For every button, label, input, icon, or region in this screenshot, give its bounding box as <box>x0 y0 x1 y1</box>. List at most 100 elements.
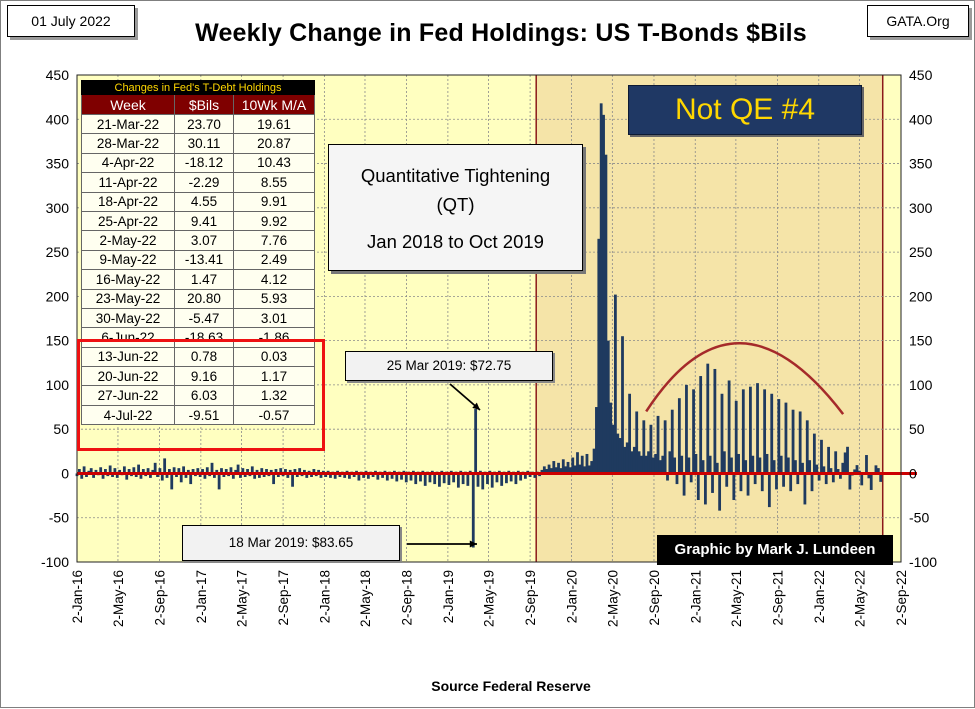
table-cell: 9-May-22 <box>81 249 175 271</box>
bar <box>514 473 518 485</box>
bar <box>250 466 254 474</box>
bar <box>839 473 842 479</box>
bar <box>855 465 859 474</box>
table-row: 30-May-22 -5.47 3.01 <box>81 307 315 329</box>
bar <box>590 461 594 474</box>
bar <box>777 399 781 474</box>
bar <box>623 446 627 474</box>
bar <box>139 473 143 479</box>
bar <box>500 473 504 486</box>
bar <box>447 473 451 485</box>
bar <box>255 469 259 474</box>
bar <box>77 469 81 474</box>
bar <box>519 473 523 481</box>
bar <box>552 461 556 474</box>
x-axis-title: Source Federal Reserve <box>431 678 591 694</box>
table-cell: 23.70 <box>174 113 234 135</box>
y-tick-label-right: 150 <box>909 333 933 349</box>
table-cell: 21-Mar-22 <box>81 113 175 135</box>
trough-annotation: 18 Mar 2019: $83.65 <box>182 525 400 561</box>
bar <box>713 368 717 474</box>
bar <box>419 473 422 482</box>
bar <box>352 473 356 477</box>
bar <box>791 409 795 474</box>
bar <box>198 473 202 477</box>
bar <box>815 464 819 474</box>
table-row: 21-Mar-22 23.70 19.61 <box>81 113 315 135</box>
table-cell: 9.92 <box>233 210 315 232</box>
bar <box>94 469 98 474</box>
bar <box>680 455 684 474</box>
bar <box>585 453 589 474</box>
x-tick-label: 2-May-21 <box>729 570 744 627</box>
y-tick-label-left: 250 <box>46 244 70 260</box>
bar <box>212 473 216 478</box>
bar <box>348 473 351 479</box>
bar <box>576 452 579 474</box>
bar <box>718 473 722 511</box>
bar <box>149 473 152 478</box>
table-cell: 28-Mar-22 <box>81 133 175 154</box>
bar <box>794 460 797 474</box>
bar <box>438 473 441 487</box>
y-tick-label-right: 300 <box>909 200 933 216</box>
bar <box>279 468 283 474</box>
y-tick-label-left: -50 <box>49 510 69 526</box>
y-tick-label-right: 100 <box>909 377 933 393</box>
x-tick-label: 2-Jan-22 <box>812 570 827 623</box>
y-tick-label-left: 300 <box>46 200 70 216</box>
y-tick-label-right: -50 <box>909 510 929 526</box>
bar <box>241 468 245 474</box>
bar <box>220 468 223 474</box>
bar <box>231 473 235 479</box>
bar <box>860 473 864 486</box>
bar <box>628 393 632 474</box>
bar <box>694 453 698 474</box>
bar <box>371 473 375 477</box>
bar <box>561 459 565 474</box>
bar <box>122 466 126 474</box>
bar <box>642 420 646 474</box>
x-tick-label: 2-Jan-18 <box>317 570 332 623</box>
bar <box>293 469 297 474</box>
x-tick-label: 2-Jan-20 <box>564 570 579 623</box>
bar <box>381 473 384 478</box>
bar <box>658 460 662 474</box>
bar <box>853 469 857 474</box>
x-tick-label: 2-May-16 <box>111 570 126 627</box>
bar <box>111 473 114 477</box>
bar <box>222 473 226 477</box>
table-cell: 0.03 <box>233 346 315 368</box>
bar <box>476 473 480 487</box>
bar <box>134 473 138 477</box>
bar <box>423 473 427 486</box>
table-header-cell: 10Wk M/A <box>233 94 315 115</box>
bar <box>559 468 563 474</box>
bar <box>592 448 596 474</box>
bar <box>236 464 240 474</box>
table-row: 20-Jun-22 9.16 1.17 <box>81 366 315 387</box>
bar <box>253 473 257 479</box>
x-tick-label: 2-May-19 <box>481 570 496 627</box>
table-row: 25-Apr-22 9.41 9.92 <box>81 210 315 232</box>
bar <box>146 468 150 474</box>
bar <box>732 473 736 501</box>
bar <box>632 446 636 474</box>
bar <box>104 469 107 474</box>
table-row: 23-May-22 20.80 5.93 <box>81 288 315 309</box>
bar <box>706 363 710 474</box>
table-cell: 20-Jun-22 <box>81 366 175 387</box>
y-tick-label-right: 0 <box>909 465 917 481</box>
table-cell: 4-Jul-22 <box>81 404 175 426</box>
table-cell: 3.01 <box>233 307 315 329</box>
bar <box>763 389 767 474</box>
table-cell: -5.47 <box>174 307 234 329</box>
bar <box>554 467 558 474</box>
table-cell: 1.47 <box>174 269 234 290</box>
x-tick-label: 2-May-22 <box>852 570 867 627</box>
bar <box>758 457 762 474</box>
bar <box>80 473 84 479</box>
bar <box>564 466 568 474</box>
bar <box>260 468 264 474</box>
table-row: 28-Mar-22 30.11 20.87 <box>81 133 315 154</box>
